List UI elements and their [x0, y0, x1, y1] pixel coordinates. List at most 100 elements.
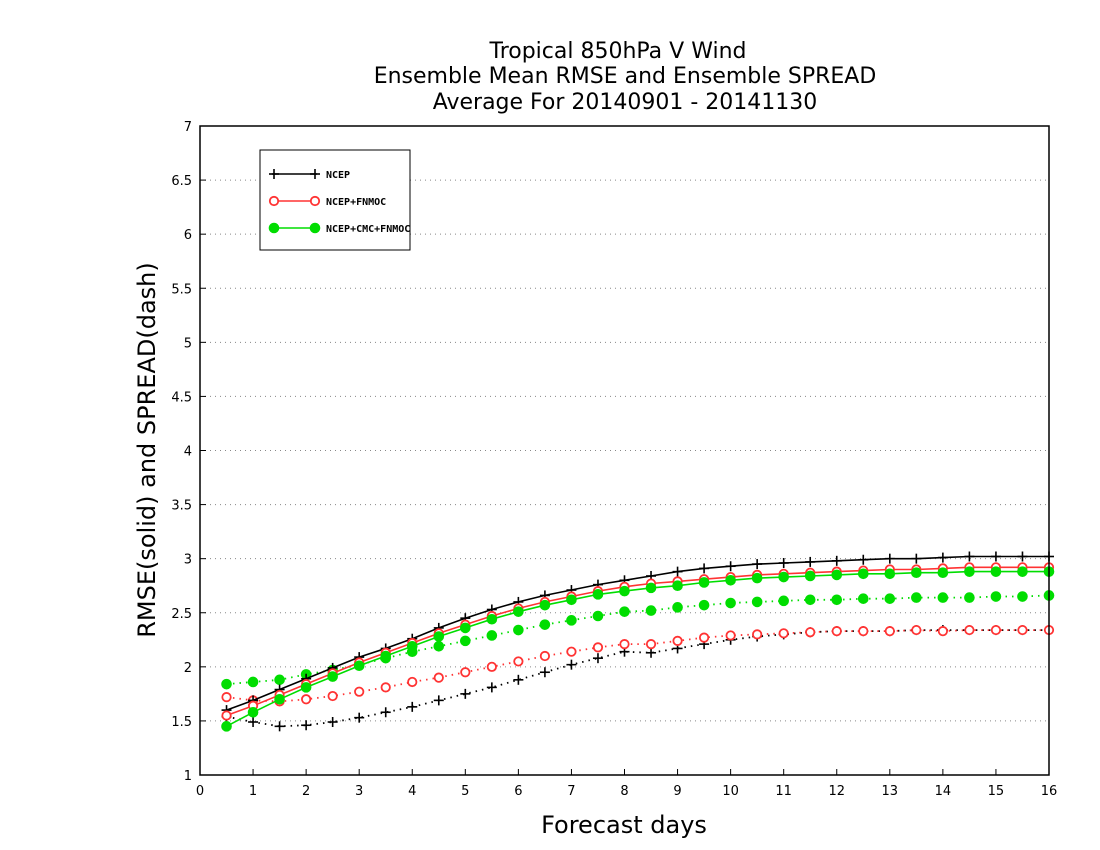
spread-point	[433, 695, 444, 706]
spread-point	[884, 593, 896, 604]
x-tick-label: 0	[196, 784, 204, 799]
rmse-point	[911, 553, 922, 564]
spread-point	[672, 602, 683, 613]
spread-point	[646, 647, 657, 658]
rmse-point	[778, 571, 789, 583]
x-tick-label: 2	[302, 784, 310, 799]
x-tick-label: 5	[461, 784, 469, 799]
spread-point	[778, 595, 789, 607]
y-tick-label: 6.5	[171, 174, 192, 189]
series-rmse-0	[221, 551, 1054, 716]
legend-item: NCEP	[269, 169, 350, 181]
spread-point	[1017, 591, 1028, 602]
title-line-2: Ensemble Mean RMSE and Ensemble SPREAD	[374, 64, 877, 89]
y-tick-label: 3	[184, 553, 192, 568]
spread-point	[805, 627, 816, 638]
rmse-point	[353, 660, 365, 672]
spread-point	[990, 591, 1002, 602]
legend-item: NCEP+CMC+FNMOC	[268, 222, 410, 235]
legend-marker	[310, 169, 320, 179]
spread-point	[884, 626, 895, 637]
rmse-point	[699, 563, 710, 574]
legend-label: NCEP	[326, 170, 350, 181]
y-tick-label: 5.5	[171, 282, 192, 297]
y-axis-label: RMSE(solid) and SPREAD(dash)	[133, 262, 161, 638]
y-tick-label: 6	[184, 228, 192, 243]
rmse-point	[911, 567, 922, 579]
series-rmse-1	[221, 562, 1055, 721]
spread-line	[226, 629, 1049, 703]
rmse-point	[300, 682, 312, 693]
spread-point	[964, 592, 975, 603]
rmse-point	[884, 568, 896, 580]
chart-title: Tropical 850hPa V Wind Ensemble Mean RMS…	[374, 39, 877, 115]
rmse-point	[990, 551, 1001, 562]
rmse-point	[805, 556, 816, 567]
rmse-point	[778, 557, 789, 568]
spread-point	[566, 659, 577, 670]
rmse-point	[725, 561, 736, 572]
rmse-point	[221, 710, 232, 721]
rmse-point	[884, 553, 895, 564]
spread-point	[619, 639, 630, 650]
legend-box	[259, 149, 411, 251]
rmse-line	[226, 555, 1049, 711]
y-tick-label: 5	[184, 336, 192, 351]
x-tick-label: 16	[1041, 784, 1058, 799]
rmse-point	[433, 631, 445, 642]
y-tick-label: 2	[184, 661, 192, 676]
legend-label: NCEP+CMC+FNMOC	[326, 224, 410, 235]
spread-point	[778, 628, 789, 639]
x-tick-label: 3	[355, 784, 363, 799]
legend-marker	[309, 195, 321, 207]
spread-point	[937, 626, 948, 637]
x-tick-label: 7	[567, 784, 575, 799]
y-tick-label: 7	[184, 120, 192, 135]
spread-point	[513, 674, 524, 685]
legend-marker	[268, 195, 280, 207]
spread-point	[831, 626, 842, 637]
spread-point	[752, 629, 763, 640]
series-group	[221, 551, 1055, 732]
rmse-point	[247, 706, 259, 718]
series-spread-1	[221, 624, 1055, 707]
spread-point	[247, 676, 259, 688]
rmse-point	[406, 640, 418, 652]
spread-point	[407, 676, 418, 688]
x-tick-label: 4	[408, 784, 416, 799]
spread-point	[460, 635, 471, 647]
y-tick-label: 1.5	[171, 715, 192, 730]
rmse-point	[937, 552, 948, 563]
spread-point	[751, 596, 763, 608]
y-tick-label: 1	[184, 769, 192, 784]
x-tick-label: 10	[722, 784, 739, 799]
spread-point	[672, 635, 683, 646]
spread-point	[831, 594, 843, 606]
spread-point	[407, 701, 418, 712]
series-spread-2	[221, 590, 1055, 690]
plot-frame	[199, 125, 1050, 776]
spread-point	[990, 624, 1002, 636]
spread-point	[725, 597, 736, 609]
x-tick-label: 8	[620, 784, 628, 799]
legend-item: NCEP+FNMOC	[268, 195, 386, 208]
spread-point	[698, 632, 710, 643]
rmse-point	[804, 570, 816, 582]
y-tick-label: 4.5	[171, 390, 192, 405]
spread-point	[354, 686, 365, 697]
spread-point	[725, 630, 736, 641]
spread-point	[592, 653, 603, 664]
rmse-point	[566, 594, 577, 606]
rmse-point	[990, 566, 1002, 577]
spread-point	[539, 650, 551, 662]
spread-point	[645, 639, 657, 650]
spread-point	[539, 667, 550, 678]
spread-point	[937, 592, 949, 603]
spread-point	[513, 624, 524, 636]
rmse-point	[645, 582, 657, 594]
rmse-point	[460, 622, 471, 634]
rmse-line	[226, 570, 1049, 728]
x-tick-label: 9	[673, 784, 681, 799]
rmse-point	[752, 559, 763, 570]
rmse-point	[857, 568, 869, 580]
